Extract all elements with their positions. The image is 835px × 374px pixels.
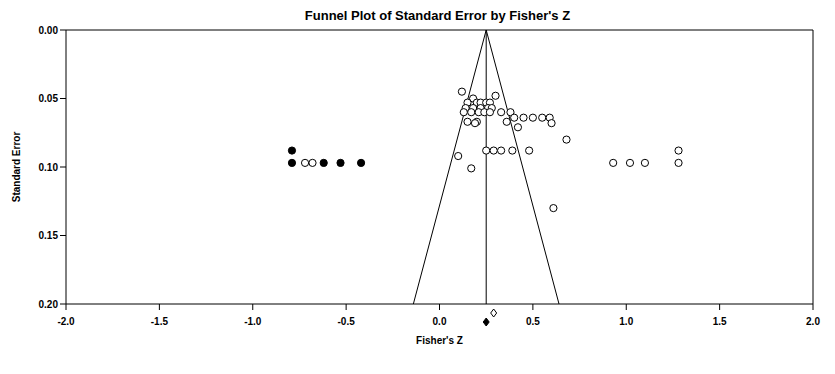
svg-text:1.5: 1.5 bbox=[713, 316, 727, 327]
svg-text:2.0: 2.0 bbox=[806, 316, 820, 327]
html-text:Funnel Plot of Standard Error: Funnel Plot of Standard Error by Fisher'… bbox=[304, 8, 571, 23]
svg-text:0.0: 0.0 bbox=[433, 316, 447, 327]
svg-text:1.0: 1.0 bbox=[619, 316, 633, 327]
svg-text:-2.0: -2.0 bbox=[57, 316, 75, 327]
svg-text:0.5: 0.5 bbox=[526, 316, 540, 327]
svg-text:Fisher's Z: Fisher's Z bbox=[416, 335, 463, 346]
svg-text:Standard Error: Standard Error bbox=[11, 132, 22, 203]
svg-text:0.20: 0.20 bbox=[39, 299, 59, 310]
svg-text:0.10: 0.10 bbox=[39, 162, 59, 173]
svg-text:-0.5: -0.5 bbox=[338, 316, 356, 327]
svg-text:0.00: 0.00 bbox=[39, 25, 59, 36]
svg-text:0.05: 0.05 bbox=[39, 93, 59, 104]
svg-text:-1.5: -1.5 bbox=[151, 316, 169, 327]
svg-text:-1.0: -1.0 bbox=[244, 316, 262, 327]
svg-text:0.15: 0.15 bbox=[39, 230, 59, 241]
